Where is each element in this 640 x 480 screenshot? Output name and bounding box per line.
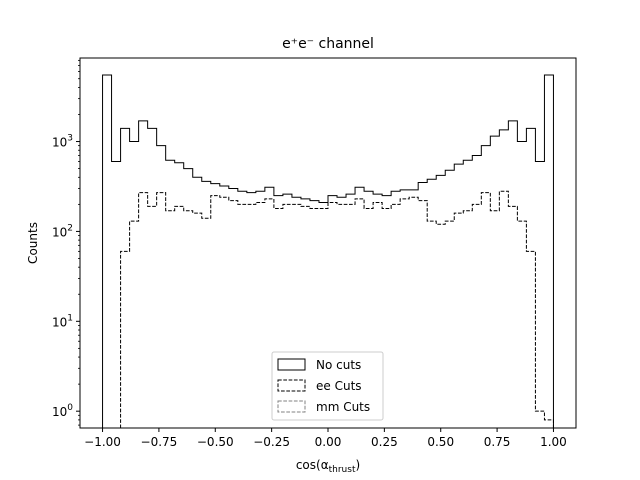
x-tick-label: −0.50 — [197, 435, 234, 449]
chart-title: e⁺e⁻ channel — [282, 36, 374, 52]
legend: No cuts ee Cuts mm Cuts — [271, 351, 384, 421]
y-tick-label: 100 — [52, 403, 73, 419]
y-tick-label: 101 — [52, 313, 73, 329]
series-ee-cuts — [102, 190, 554, 428]
x-tick-label: 0.75 — [484, 435, 511, 449]
x-tick-label: 0.00 — [315, 435, 342, 449]
legend-label-mm-cuts: mm Cuts — [316, 400, 370, 414]
legend-label-ee-cuts: ee Cuts — [316, 379, 362, 393]
x-axis: −1.00 −0.75 −0.50 −0.25 0.00 0.25 0.50 0.75 1.00 — [84, 428, 567, 449]
x-tick-label: −0.75 — [141, 435, 178, 449]
x-tick-label: 0.25 — [371, 435, 398, 449]
y-tick-label: 103 — [52, 134, 73, 150]
x-axis-title: cos(αthrust) — [296, 458, 360, 475]
x-tick-label: −0.25 — [253, 435, 290, 449]
x-tick-label: 0.50 — [427, 435, 454, 449]
x-tick-label: 1.00 — [540, 435, 567, 449]
legend-swatch-no-cuts — [277, 358, 306, 371]
y-tick-label: 102 — [52, 223, 73, 239]
legend-swatch-mm-cuts — [277, 400, 306, 413]
y-axis: 100 101 102 103 — [52, 59, 80, 426]
y-axis-title: Counts — [26, 222, 40, 264]
legend-label-no-cuts: No cuts — [316, 358, 361, 372]
legend-swatch-ee-cuts — [277, 379, 306, 392]
x-tick-label: −1.00 — [84, 435, 121, 449]
legend-frame — [271, 351, 384, 421]
series-layer — [102, 74, 554, 428]
